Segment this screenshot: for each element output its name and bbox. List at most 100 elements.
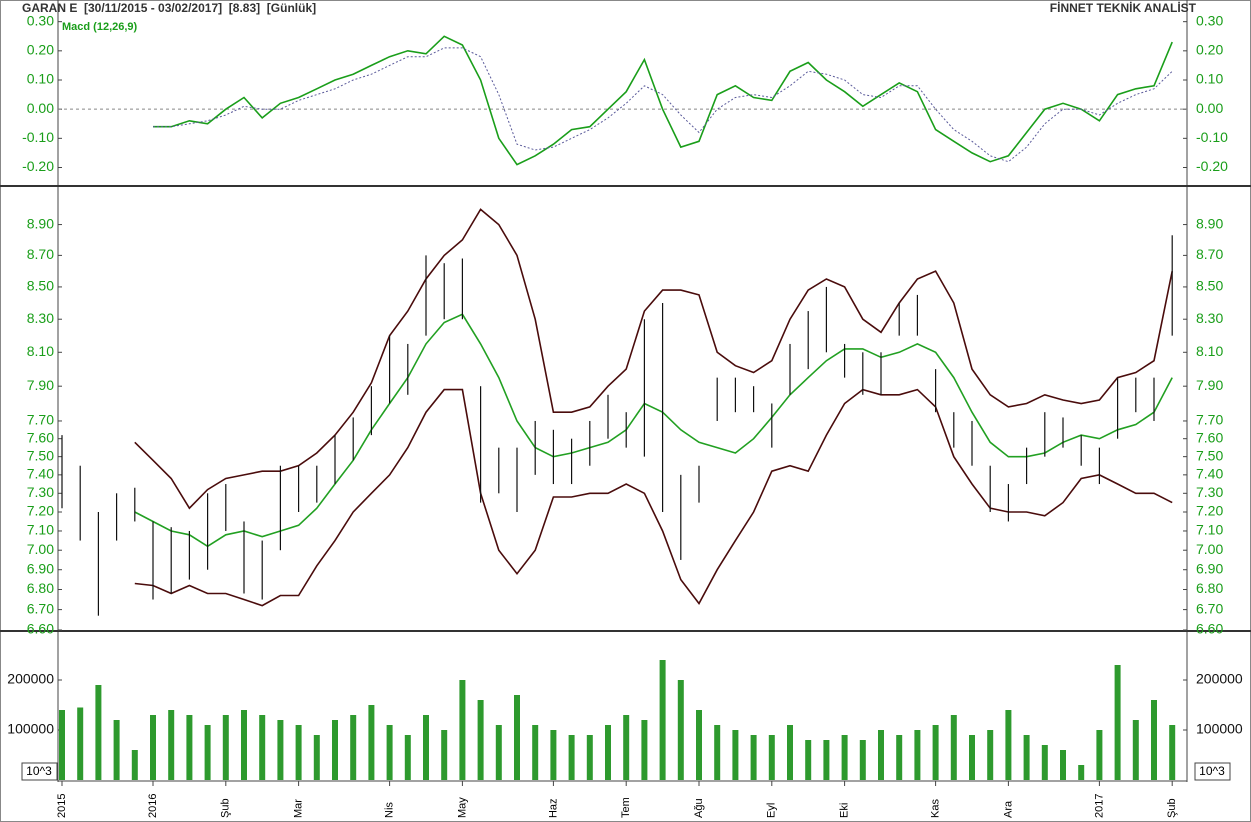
y-tick-label: 7.10: [1196, 522, 1223, 538]
volume-bar: [823, 740, 830, 780]
volume-bar: [1060, 750, 1066, 780]
y-tick-label: 0.20: [1196, 42, 1223, 58]
volume-bar: [659, 660, 666, 780]
volume-bar: [477, 700, 484, 780]
y-tick-label: 7.90: [27, 377, 54, 393]
volume-bar: [332, 720, 338, 780]
volume-bar: [932, 725, 939, 780]
x-tick-label: Şub: [1166, 798, 1178, 818]
volume-bar: [495, 725, 502, 780]
macd-line: [153, 35, 1173, 166]
y-tick-label: 8.50: [27, 278, 54, 294]
volume-bar: [714, 725, 721, 780]
volume-bar: [1023, 735, 1030, 780]
x-tick-label: Eki: [839, 803, 851, 818]
volume-bar: [896, 735, 903, 780]
x-tick-label: Ara: [1002, 800, 1014, 818]
y-tick-label: 7.60: [1196, 429, 1223, 445]
x-tick-label: Tem: [620, 797, 632, 818]
volume-bar: [1151, 700, 1157, 780]
y-tick-label: 7.40: [27, 466, 54, 482]
volume-bar: [186, 715, 193, 780]
y-tick-label: 0.00: [1196, 100, 1223, 116]
y-tick-label: 7.00: [1196, 541, 1223, 557]
y-tick-label: 0.30: [1196, 12, 1223, 28]
volume-bar: [404, 735, 411, 780]
x-tick-label: May: [456, 797, 468, 818]
y-tick-label: 8.90: [1196, 215, 1223, 231]
x-tick-label: Kas: [930, 799, 942, 818]
y-tick-label: 0.20: [27, 42, 54, 58]
x-tick-label: Eyl: [766, 803, 778, 818]
y-tick-label: 100000: [7, 721, 54, 737]
y-tick-label: 8.30: [1196, 310, 1223, 326]
y-tick-label: 6.60: [1196, 621, 1223, 637]
x-tick-label: 2017: [1093, 794, 1105, 818]
y-tick-label: 7.70: [27, 412, 54, 428]
y-tick-label: 8.90: [27, 215, 54, 231]
volume-bar: [732, 730, 739, 780]
volume-bar: [77, 707, 84, 780]
macd-line: [153, 47, 1173, 163]
y-tick-label: 6.80: [1196, 580, 1223, 596]
y-tick-label: 7.20: [27, 503, 54, 519]
volume-bar: [677, 680, 684, 780]
y-tick-label: 7.40: [1196, 466, 1223, 482]
volume-bar: [241, 710, 247, 780]
y-tick-label: -0.20: [22, 158, 54, 174]
y-tick-label: 6.60: [27, 621, 54, 637]
x-tick-label: Ağu: [693, 798, 705, 818]
volume-bar: [59, 710, 65, 780]
x-tick-label: Haz: [547, 798, 559, 818]
y-tick-label: 6.90: [27, 560, 54, 576]
band-line: [134, 208, 1173, 510]
volume-bar: [368, 705, 375, 780]
volume-bar: [696, 710, 702, 780]
volume-bar: [350, 715, 357, 780]
y-tick-label: -0.20: [1196, 158, 1228, 174]
volume-bar: [805, 740, 812, 780]
volume-bar: [787, 725, 793, 780]
volume-bar: [969, 735, 975, 780]
y-tick-label: 200000: [1196, 671, 1243, 687]
y-tick-label: -0.10: [1196, 129, 1228, 145]
y-tick-label: 0.30: [27, 12, 54, 28]
volume-bar: [750, 735, 757, 780]
y-tick-label: 7.00: [27, 541, 54, 557]
y-tick-label: 7.10: [27, 522, 54, 538]
legend: Macd (12,26,9): [62, 21, 138, 33]
x-tick-label: Mar: [293, 799, 305, 818]
y-tick-label: 7.30: [27, 484, 54, 500]
volume-bar: [641, 720, 648, 780]
x-tick-label: Şub: [220, 798, 232, 818]
volume-bar: [568, 735, 575, 780]
y-tick-label: 8.50: [1196, 278, 1223, 294]
band-line: [134, 313, 1173, 548]
volume-bar: [150, 715, 156, 780]
y-tick-label: 0.00: [27, 100, 54, 116]
y-tick-label: 7.30: [1196, 484, 1223, 500]
y-tick-label: 6.90: [1196, 560, 1223, 576]
x-tick-label: 2016: [147, 794, 159, 818]
y-tick-label: 6.80: [27, 580, 54, 596]
band-line: [134, 388, 1173, 607]
y-tick-label: 8.70: [1196, 246, 1223, 262]
volume-bar: [1041, 745, 1048, 780]
unit-label: 10^3: [26, 764, 52, 778]
volume-bar: [1132, 720, 1139, 780]
y-tick-label: 100000: [1196, 721, 1243, 737]
y-tick-label: -0.10: [22, 129, 54, 145]
volume-bar: [586, 735, 593, 780]
y-tick-label: 7.90: [1196, 377, 1223, 393]
volume-bar: [95, 685, 102, 780]
volume-bar: [204, 725, 211, 780]
volume-bar: [386, 725, 393, 780]
y-tick-label: 7.50: [27, 447, 54, 463]
volume-bar: [1169, 725, 1176, 780]
volume-bar: [441, 730, 448, 780]
volume-bar: [459, 680, 466, 780]
y-tick-label: 7.60: [27, 429, 54, 445]
y-tick-label: 7.20: [1196, 503, 1223, 519]
volume-bar: [1096, 730, 1103, 780]
